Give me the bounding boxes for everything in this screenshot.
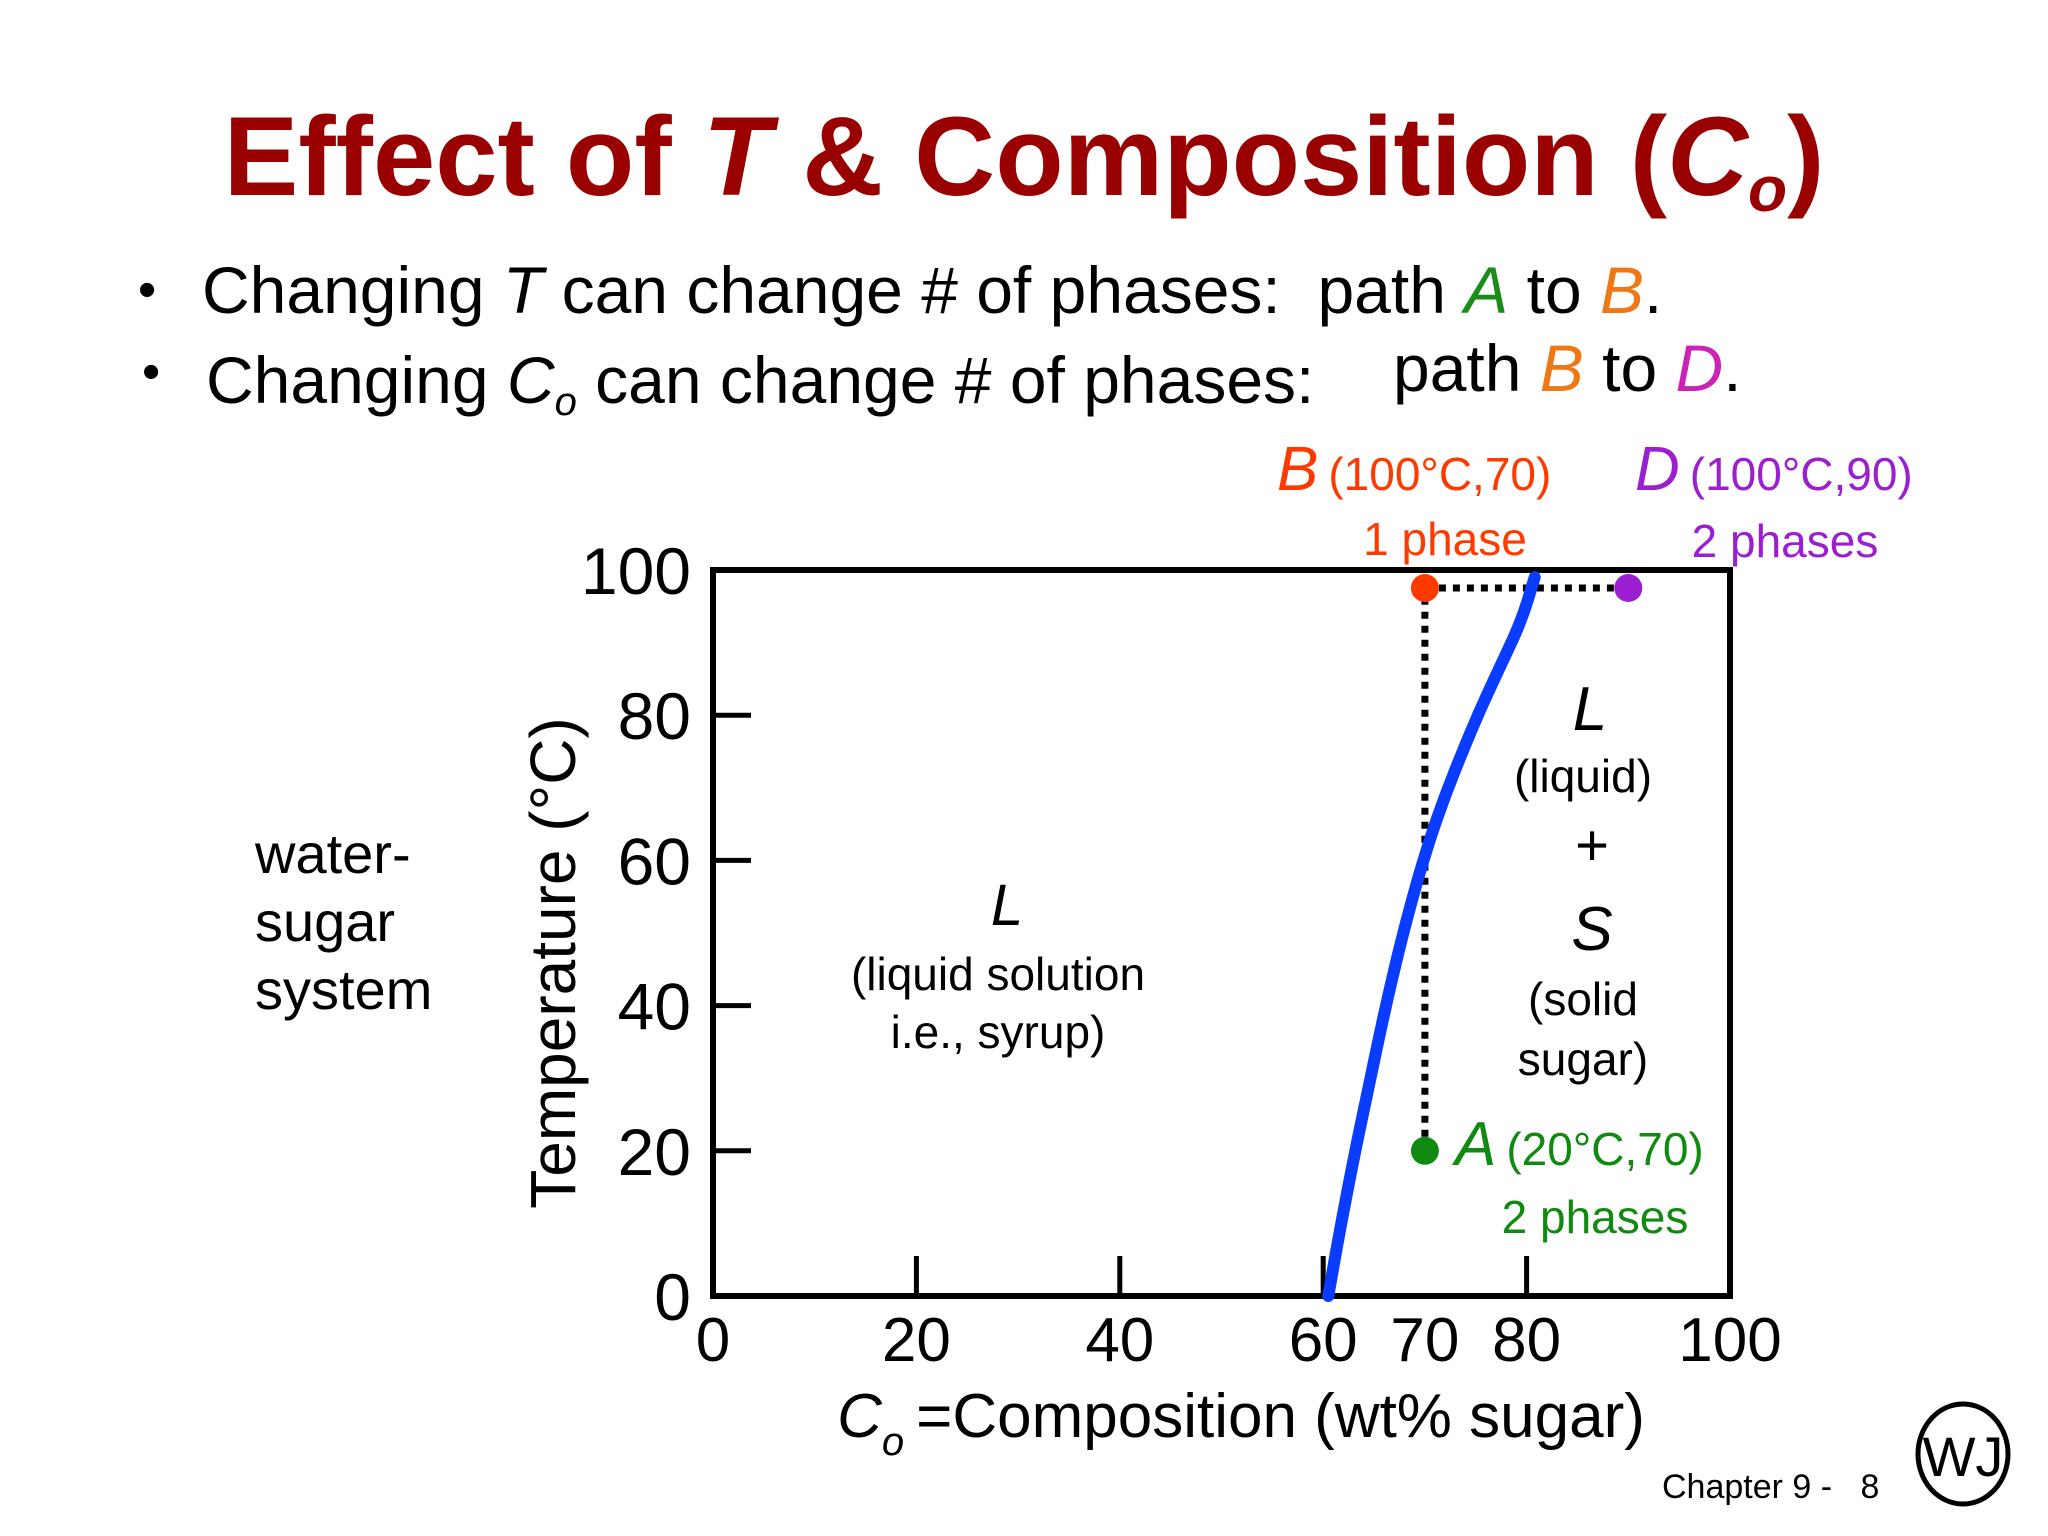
x-axis-label: Co =Composition (wt% sugar) bbox=[837, 1382, 1645, 1464]
region-left-symbol: L bbox=[991, 873, 1023, 938]
solubility-curve bbox=[1322, 571, 1541, 1302]
region-right-symbol-s: S bbox=[1571, 895, 1612, 964]
publisher-logo-icon: WJ bbox=[1915, 1401, 2011, 1507]
x-tick-label: 40 bbox=[1085, 1306, 1154, 1375]
x-tick-label: 100 bbox=[1678, 1306, 1781, 1375]
x-axis: 0 20 40 60 70 80 100 bbox=[696, 1256, 1782, 1375]
chapter-label: Chapter 9 - 8 bbox=[1662, 1468, 1880, 1506]
region-right-line1: (liquid) bbox=[1514, 750, 1652, 802]
y-tick-label: 0 bbox=[654, 1260, 691, 1334]
y-axis-label: Temperature (°C) bbox=[517, 717, 589, 1209]
y-tick-label: 20 bbox=[618, 1115, 691, 1189]
point-d-label: D (100°C,90) bbox=[1635, 435, 1913, 504]
point-b-phases: 1 phase bbox=[1363, 513, 1527, 565]
region-left-line2: i.e., syrup) bbox=[891, 1006, 1106, 1058]
bullet-dot-icon: • bbox=[142, 343, 161, 401]
bullet-composition-path: path B to D. bbox=[1393, 331, 1742, 405]
point-d-phases: 2 phases bbox=[1692, 515, 1879, 567]
x-tick-label: 80 bbox=[1492, 1306, 1561, 1375]
x-tick-label: 0 bbox=[696, 1306, 730, 1375]
region-right-plus: + bbox=[1575, 813, 1609, 878]
point-a-label: A (20°C,70) bbox=[1451, 1110, 1704, 1179]
point-d bbox=[1614, 574, 1643, 602]
x-tick-label: 60 bbox=[1289, 1306, 1358, 1375]
y-tick-label: 60 bbox=[618, 824, 691, 898]
point-a bbox=[1410, 1136, 1439, 1165]
y-tick-label: 100 bbox=[581, 534, 691, 608]
system-label: water- sugar system bbox=[255, 822, 433, 1021]
region-right-line2: (solid bbox=[1528, 973, 1638, 1025]
region-right-symbol-l: L bbox=[1573, 675, 1607, 744]
bullet-temperature: • Changing T can change # of phases: pat… bbox=[138, 253, 1663, 327]
svg-text:WJ: WJ bbox=[1923, 1425, 2004, 1488]
point-b-label: B (100°C,70) bbox=[1277, 435, 1551, 504]
point-a-phases: 2 phases bbox=[1502, 1191, 1689, 1243]
y-axis: 0 20 40 60 80 100 bbox=[581, 534, 751, 1334]
bullet-composition: • Changing Co can change # of phases: bbox=[142, 343, 1315, 424]
x-tick-label: 20 bbox=[882, 1306, 951, 1375]
y-tick-label: 40 bbox=[618, 970, 691, 1044]
region-right-line3: sugar) bbox=[1518, 1033, 1648, 1085]
x-tick-label: 70 bbox=[1390, 1306, 1459, 1375]
y-tick-label: 80 bbox=[618, 679, 691, 753]
slide-title: Effect of T & Composition (Co) bbox=[223, 94, 1825, 225]
plot-frame bbox=[710, 567, 1733, 1299]
bullet-dot-icon: • bbox=[138, 261, 157, 319]
point-b bbox=[1410, 574, 1439, 602]
region-left-line1: (liquid solution bbox=[851, 948, 1145, 1000]
